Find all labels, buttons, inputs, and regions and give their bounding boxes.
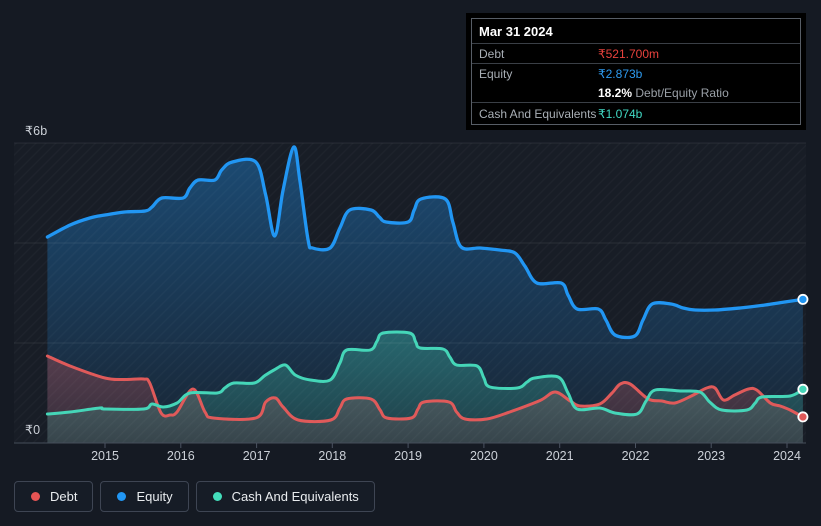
x-tick-label-2018: 2018 [318, 449, 346, 463]
equity-end-marker [797, 293, 809, 305]
x-tick-label-2015: 2015 [91, 449, 119, 463]
tooltip-row-cash: Cash And Equivalents ₹1.074b [472, 102, 800, 124]
legend-label-equity: Equity [136, 489, 173, 504]
legend-label-debt: Debt [50, 489, 78, 504]
tooltip-equity-label: Equity [479, 66, 513, 81]
equity-line [45, 145, 805, 340]
x-tick-label-2016: 2016 [167, 449, 195, 463]
legend-label-cash: Cash And Equivalents [231, 489, 359, 504]
tooltip-row-ratio: 18.2% Debt/Equity Ratio [472, 83, 800, 102]
tooltip-row-debt: Debt ₹521.700m [472, 43, 800, 63]
cash-legend-dot-icon [212, 492, 222, 501]
debt-end-marker [797, 411, 809, 423]
y-axis-label-max: ₹6b [25, 124, 48, 138]
x-tick-label-2022: 2022 [622, 449, 650, 463]
tooltip-equity-value: ₹2.873b [598, 66, 643, 81]
tooltip-date: Mar 31 2024 [479, 24, 553, 39]
equity-legend-dot-icon [117, 492, 127, 501]
x-tick-label-2020: 2020 [470, 449, 498, 463]
y-axis-label-zero: ₹0 [25, 423, 41, 437]
debt-legend-dot-icon [31, 492, 40, 501]
legend-item-debt[interactable]: Debt [14, 481, 94, 512]
tooltip-cash-label: Cash And Equivalents [479, 106, 597, 121]
tooltip-cash-value: ₹1.074b [598, 106, 643, 121]
cash-and-equivalents-line [45, 330, 805, 417]
x-tick-label-2024: 2024 [773, 449, 801, 463]
legend-item-cash[interactable]: Cash And Equivalents [195, 481, 375, 512]
x-tick-label-2023: 2023 [697, 449, 725, 463]
x-tick-label-2017: 2017 [243, 449, 271, 463]
tooltip-debt-label: Debt [479, 46, 505, 61]
tooltip-ratio-value: 18.2% Debt/Equity Ratio [598, 85, 729, 100]
x-tick-label-2019: 2019 [394, 449, 422, 463]
plot-texture [14, 143, 806, 443]
x-tick-label-2021: 2021 [546, 449, 574, 463]
tooltip-debt-value: ₹521.700m [598, 46, 660, 61]
chart-tooltip: Mar 31 2024 Debt ₹521.700m Equity ₹2.873… [471, 18, 801, 125]
chart-legend: Debt Equity Cash And Equivalents [14, 481, 375, 512]
legend-item-equity[interactable]: Equity [100, 481, 189, 512]
cash-and-equivalents-end-marker [797, 383, 809, 395]
tooltip-row-equity: Equity ₹2.873b [472, 63, 800, 83]
